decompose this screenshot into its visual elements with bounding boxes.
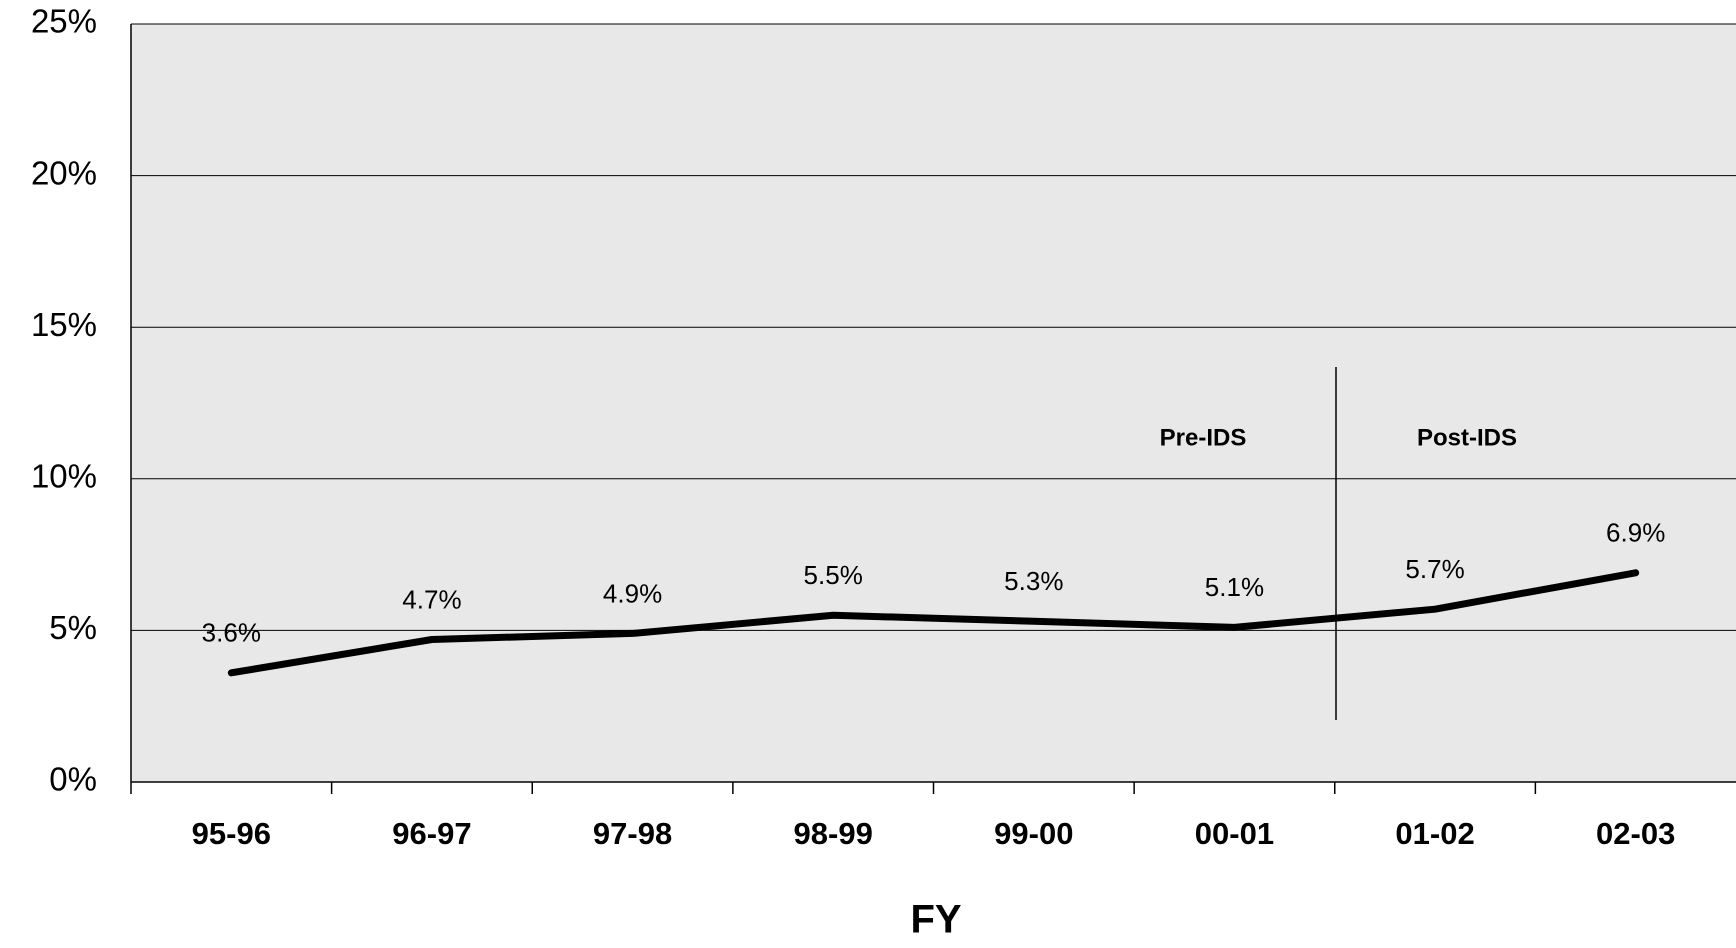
x-axis-label: FY bbox=[910, 898, 961, 942]
data-label: 4.7% bbox=[402, 584, 461, 614]
x-tick-label: 96-97 bbox=[392, 816, 471, 851]
x-tick-label: 00-01 bbox=[1195, 816, 1274, 851]
y-tick-label: 20% bbox=[31, 154, 97, 191]
annotation: Pre-IDS bbox=[1160, 424, 1247, 451]
line bbox=[227, 569, 1640, 677]
x-tick-label: 01-02 bbox=[1395, 816, 1474, 851]
y-tick-label: 0% bbox=[49, 761, 97, 798]
y-tick-label: 5% bbox=[49, 609, 97, 646]
annotation: Post-IDS bbox=[1417, 424, 1517, 451]
y-tick-label: 15% bbox=[31, 306, 97, 343]
y-tick-label: 25% bbox=[31, 3, 97, 40]
data-label: 5.1% bbox=[1205, 572, 1264, 602]
data-label: 5.3% bbox=[1004, 566, 1063, 596]
data-label: 3.6% bbox=[202, 618, 261, 648]
x-tick-label: 02-03 bbox=[1596, 816, 1675, 851]
data-label: 5.7% bbox=[1405, 554, 1464, 584]
data-label: 6.9% bbox=[1606, 518, 1665, 548]
x-tick-label: 98-99 bbox=[794, 816, 873, 851]
plot-area bbox=[131, 24, 1736, 782]
x-tick-label: 95-96 bbox=[192, 816, 271, 851]
data-label: 5.5% bbox=[804, 560, 863, 590]
x-tick-label: 97-98 bbox=[593, 816, 672, 851]
data-label: 4.9% bbox=[603, 578, 662, 608]
x-tick-label: 99-00 bbox=[994, 816, 1073, 851]
y-tick-label: 10% bbox=[31, 458, 97, 495]
